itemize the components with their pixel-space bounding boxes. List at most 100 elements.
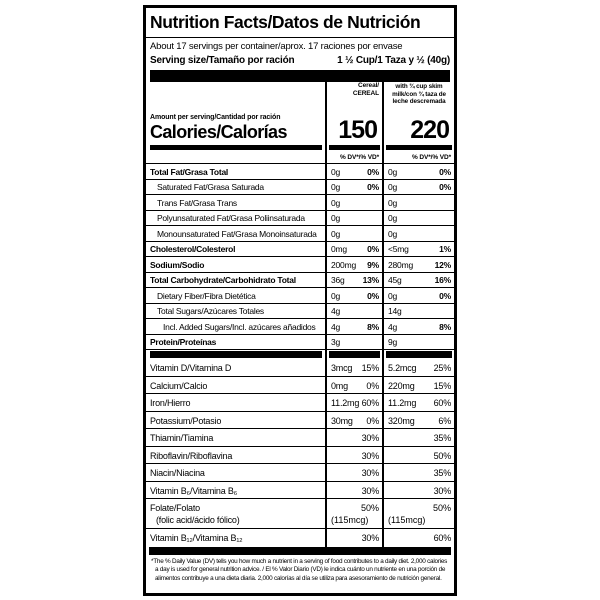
milk-value-cell: 280mg 12% <box>382 257 454 272</box>
cereal-value-cell: 0g <box>325 195 382 210</box>
nutrient-name: Thiamin/Tiamina <box>150 433 214 443</box>
amount: 11.2mg <box>331 398 360 408</box>
milk-value-cell: 4g 8% <box>382 319 454 334</box>
nutrient-name: Vitamin B₁₂/Vitamina B₁₂ <box>150 533 243 543</box>
daily-value: 30% <box>433 485 452 496</box>
milk-value-cell: 0g 0% <box>382 179 454 194</box>
cereal-value-cell: 3mcg 15% <box>325 359 382 376</box>
amount: 11.2mg <box>388 398 417 408</box>
cereal-value-cell: 3g <box>325 334 382 349</box>
cereal-value-cell: 0g 0% <box>325 288 382 303</box>
nutrient-row-saturated-fat: Saturated Fat/Grasa Saturada 0g 0% 0g 0% <box>146 179 454 195</box>
nutrient-row-dietary-fiber: Dietary Fiber/Fibra Dietética 0g 0% 0g 0% <box>146 288 454 304</box>
amount: 220mg <box>388 380 415 391</box>
nutrient-row-total-carbohydrate: Total Carbohydrate/Carbohidrato Total 36… <box>146 272 454 288</box>
dv-header-spacer <box>146 150 325 163</box>
cereal-value-cell: 0mg 0% <box>325 241 382 256</box>
milk-value-cell: 14g <box>382 303 454 318</box>
calories-word: Calories/Calorías <box>150 122 287 142</box>
cereal-value-cell: 0g <box>325 226 382 241</box>
milk-value-cell: 0g <box>382 226 454 241</box>
amount: 0g <box>388 182 398 192</box>
amount: 30mg <box>331 415 353 426</box>
cereal-value-cell: 0g 0% <box>325 179 382 194</box>
amount: 280mg <box>388 259 413 270</box>
nutrient-name: Vitamin B₆/Vitamina B₆ <box>150 485 238 496</box>
daily-value: 60% <box>361 398 380 408</box>
nutrient-row-monounsaturated-fat: Monounsaturated Fat/Grasa Monoinsaturada… <box>146 226 454 242</box>
nutrient-name: Iron/Hierro <box>150 398 191 408</box>
nutrient-name: Total Sugars/Azúcares Totales <box>157 306 264 316</box>
milk-value-cell: <5mg 1% <box>382 241 454 256</box>
daily-value: 8% <box>367 321 379 332</box>
cereal-value-cell: 4g <box>325 303 382 318</box>
nutrient-name: Vitamin D/Vitamina D <box>150 363 232 373</box>
nutrient-name: Trans Fat/Grasa Trans <box>157 197 237 208</box>
amount-per-serving-label: Amount per serving/Cantidad por ración <box>150 114 281 121</box>
amount: 4g <box>388 321 398 332</box>
nutrient-name: Niacin/Niacina <box>150 468 205 478</box>
milk-value-cell: 50% (115mcg) <box>382 499 454 528</box>
milk-value-cell: 9g <box>382 334 454 349</box>
nutrient-name: Total Fat/Grasa Total <box>150 166 229 177</box>
calories-value-cereal: 150 <box>338 116 378 144</box>
nutrition-facts-label: Nutrition Facts/Datos de Nutrición About… <box>143 5 457 596</box>
milk-value-cell: 50% <box>382 446 454 463</box>
daily-value: 0% <box>366 415 379 426</box>
amount: 4g <box>331 321 341 332</box>
daily-value: 30% <box>361 450 380 461</box>
cereal-column-header-cell: Cereal/ CEREAL 150 <box>325 82 382 150</box>
daily-value: 13% <box>362 275 380 285</box>
daily-value: 30% <box>361 485 380 496</box>
nutrient-row-total-sugars: Total Sugars/Azúcares Totales 4g 14g <box>146 303 454 319</box>
milk-column-header: with ¾ cup skim milk/con ¾ taza de leche… <box>392 83 446 105</box>
calories-name-cell: Amount per serving/Cantidad por ración C… <box>146 82 325 150</box>
amount: 200mg <box>331 259 356 270</box>
daily-value: 15% <box>361 363 380 373</box>
cereal-value-cell: 0g 0% <box>325 164 382 179</box>
nutrient-name: Cholesterol/Colesterol <box>150 244 236 254</box>
nutrient-name: Total Carbohydrate/Carbohidrato Total <box>150 275 296 285</box>
amount: 4g <box>331 306 341 316</box>
amount: 3g <box>331 337 341 347</box>
daily-value: 0% <box>439 166 451 177</box>
cereal-column-header-line2: CEREAL <box>352 89 379 97</box>
daily-value: 0% <box>367 244 379 254</box>
section-divider-bar-top <box>150 70 450 82</box>
milk-value-cell: 35% <box>382 429 454 446</box>
daily-value: 0% <box>439 290 451 301</box>
daily-value: 25% <box>433 363 452 373</box>
milk-value-cell: 60% <box>382 529 454 547</box>
nutrient-row-added-sugars: Incl. Added Sugars/Incl. azúcares añadid… <box>146 319 454 335</box>
vitamin-row-vitamin-b12: Vitamin B₁₂/Vitamina B₁₂ 30% 60% <box>146 529 454 547</box>
vitamin-row-folate: Folate/Folato (folic acid/ácido fólico) … <box>146 499 454 529</box>
milk-value-cell: 0g 0% <box>382 164 454 179</box>
amount: 0g <box>331 228 341 239</box>
daily-value: 50% <box>432 503 451 513</box>
daily-value: 0% <box>367 166 379 177</box>
vitamin-row-vitamin-b6: Vitamin B₆/Vitamina B₆ 30% 30% <box>146 481 454 499</box>
folate-name-line2: (folic acid/ácido fólico) <box>156 515 240 525</box>
nutrient-name: Monounsaturated Fat/Grasa Monoinsaturada <box>157 228 317 239</box>
vitamin-row-riboflavin: Riboflavin/Riboflavina 30% 50% <box>146 446 454 464</box>
amount: (115mcg) <box>388 515 426 525</box>
daily-value: 30% <box>361 533 380 543</box>
nutrient-row-total-fat: Total Fat/Grasa Total 0g 0% 0g 0% <box>146 164 454 180</box>
calories-value-milk: 220 <box>410 116 450 144</box>
nutrient-name: Polyunsaturated Fat/Grasa Poliinsaturada <box>157 213 305 223</box>
daily-value: 8% <box>439 321 451 332</box>
servings-per-container: About 17 servings per container/aprox. 1… <box>150 41 403 52</box>
section-divider-bar-mid <box>146 350 454 359</box>
serving-size-value: 1 ½ Cup/1 Taza y ½ (40g) <box>337 55 450 66</box>
daily-value: 60% <box>433 533 452 543</box>
nutrient-name: Dietary Fiber/Fibra Dietética <box>157 290 256 301</box>
cereal-value-cell: 30% <box>325 464 382 481</box>
milk-value-cell: 0g <box>382 195 454 210</box>
daily-value: 0% <box>367 182 379 192</box>
amount: 0g <box>388 228 398 239</box>
amount: 45g <box>388 275 402 285</box>
milk-underbar <box>386 145 452 150</box>
milk-value-cell: 11.2mg 60% <box>382 394 454 411</box>
cereal-value-cell: 30% <box>325 529 382 547</box>
milk-value-cell: 320mg 6% <box>382 411 454 428</box>
